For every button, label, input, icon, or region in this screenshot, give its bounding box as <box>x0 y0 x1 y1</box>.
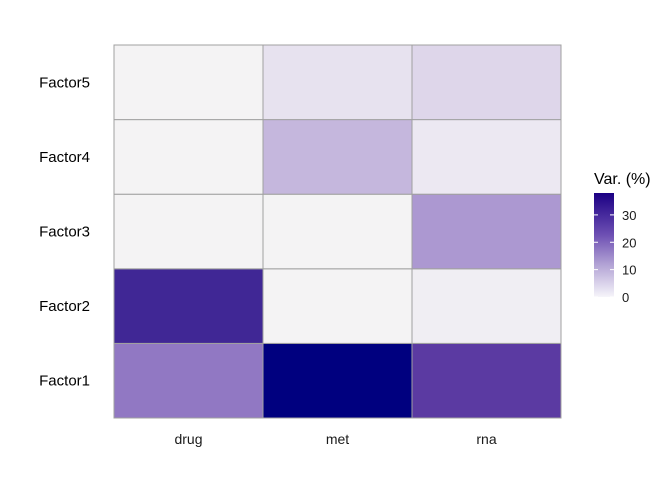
heatmap-cell-factor3-rna <box>411 193 562 270</box>
heatmap-cell-factor1-met <box>262 342 413 419</box>
x-tick-label-drug: drug <box>174 431 202 447</box>
heatmap-cell-factor4-drug <box>113 119 264 195</box>
legend-tick-label: 0 <box>622 290 629 305</box>
heatmap-cell-factor1-rna <box>411 342 562 419</box>
y-tick-label-factor1: Factor1 <box>39 373 90 390</box>
legend-title: Var. (%) <box>594 171 651 188</box>
x-tick-label-rna: rna <box>476 431 496 447</box>
heatmap-cell-factor2-drug <box>113 268 264 344</box>
heatmap-cell-factor5-met <box>262 44 413 121</box>
heatmap-cell-factor2-met <box>262 268 413 344</box>
y-tick-label-factor2: Factor2 <box>39 298 90 315</box>
y-axis-tick-labels: Factor1 Factor2 Factor3 Factor4 Factor5 <box>39 74 90 389</box>
heatmap-cell-factor2-rna <box>411 268 562 344</box>
heatmap-cell-factor3-drug <box>113 193 264 270</box>
heatmap-cell-factor3-met <box>262 193 413 270</box>
x-axis-tick-labels: drug met rna <box>174 431 496 447</box>
heatmap-cell-factor1-drug <box>113 342 264 419</box>
x-tick-label-met: met <box>326 431 349 447</box>
heatmap-cell-factor4-rna <box>411 119 562 195</box>
heatmap-cells <box>113 44 562 419</box>
y-tick-label-factor3: Factor3 <box>39 224 90 241</box>
heatmap-cell-factor4-met <box>262 119 413 195</box>
heatmap-cell-factor5-drug <box>113 44 264 121</box>
legend-colorbar <box>594 193 614 297</box>
legend-ticks: 0 10 20 30 <box>594 208 636 305</box>
y-tick-label-factor4: Factor4 <box>39 149 90 166</box>
color-legend: Var. (%) 0 10 20 30 <box>594 171 651 305</box>
legend-tick-label: 30 <box>622 208 636 223</box>
legend-tick-label: 10 <box>622 263 636 278</box>
y-tick-label-factor5: Factor5 <box>39 74 90 91</box>
heatmap-cell-factor5-rna <box>411 44 562 121</box>
legend-tick-label: 20 <box>622 235 636 250</box>
